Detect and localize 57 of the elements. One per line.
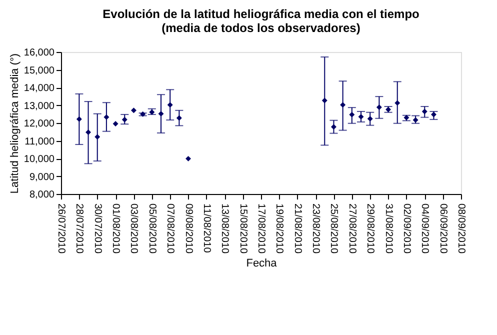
point	[330, 124, 336, 130]
x-tick-label: 26/07/2010	[56, 204, 66, 254]
y-tick-label: 16,000	[24, 48, 55, 58]
x-tick-label: 03/08/2010	[128, 204, 140, 254]
x-tick-label: 29/08/2010	[364, 204, 376, 254]
x-tick-label: 11/08/2010	[200, 204, 212, 254]
y-axis-title: Latitud heliográfica media (°)	[8, 53, 21, 194]
point	[176, 115, 182, 121]
x-tick-label: 15/08/2010	[237, 204, 248, 254]
x-tick-label: 09/08/2010	[182, 204, 194, 254]
x-tick-label: 31/08/2010	[382, 204, 394, 254]
point	[94, 134, 100, 140]
point	[140, 111, 146, 117]
x-tick-label: 05/08/2010	[146, 204, 158, 254]
x-tick-label: 04/09/2010	[419, 204, 430, 254]
x-tick-label: 23/08/2010	[310, 204, 322, 254]
point	[76, 116, 82, 122]
text: Evolución de la latitud heliográfica media con el tiempo	[102, 7, 420, 21]
point	[322, 98, 328, 104]
point	[376, 104, 382, 110]
x-tick-label: 02/09/2010	[400, 204, 412, 254]
y-tick-label: 11,000	[24, 136, 55, 148]
point	[340, 102, 346, 108]
point	[367, 116, 373, 122]
x-tick-label: 25/08/2010	[328, 204, 340, 254]
y-tick-label: 9,000	[29, 172, 55, 183]
point	[349, 112, 355, 118]
x-tick-label: 19/08/2010	[274, 204, 285, 254]
point	[394, 100, 400, 106]
x-tick-label: 08/09/2010	[456, 204, 466, 254]
x-tick-label: 30/07/2010	[92, 204, 103, 254]
x-tick-label: 07/08/2010	[164, 204, 176, 254]
point	[104, 114, 110, 120]
x-tick-label: 27/08/2010	[346, 204, 358, 254]
x-tick-label: 17/08/2010	[256, 204, 266, 254]
y-tick-label: 10,000	[24, 154, 55, 165]
point	[130, 108, 136, 114]
y-tick-label: 15,000	[24, 65, 55, 76]
y-tick-label: 14,000	[24, 83, 55, 94]
point	[186, 156, 192, 162]
point	[412, 117, 418, 123]
y-tick-label: 13,000	[24, 100, 55, 112]
point	[122, 116, 128, 122]
point	[167, 102, 173, 108]
x-tick-label: 01/08/2010	[110, 204, 122, 254]
x-axis-title: Fecha	[246, 258, 278, 270]
point	[430, 112, 436, 118]
x-tick-label: 06/09/2010	[437, 204, 448, 254]
x-tick-label: 21/08/2010	[292, 204, 303, 254]
point	[422, 108, 428, 114]
point	[112, 120, 118, 126]
y-tick-label: 12,000	[24, 118, 55, 130]
x-tick-label: 13/08/2010	[219, 204, 230, 254]
text: (media de todos los observadores)	[162, 21, 360, 35]
x-tick-label: 28/07/2010	[74, 204, 85, 254]
point	[86, 129, 92, 135]
y-tick-label: 8,000	[29, 190, 55, 200]
